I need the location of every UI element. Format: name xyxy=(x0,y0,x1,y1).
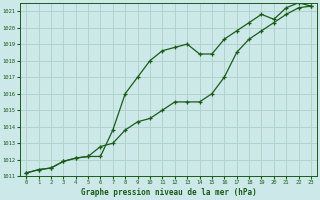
X-axis label: Graphe pression niveau de la mer (hPa): Graphe pression niveau de la mer (hPa) xyxy=(81,188,256,197)
